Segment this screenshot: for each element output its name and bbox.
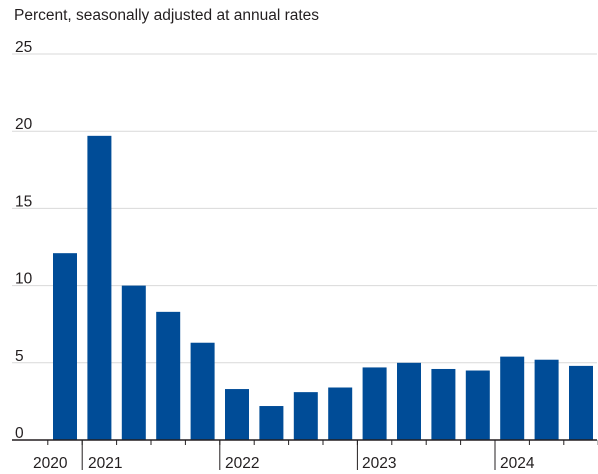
bar — [500, 356, 525, 440]
x-tick-label: 2023 — [362, 455, 396, 472]
y-tick-label: 0 — [15, 425, 24, 442]
bar — [87, 135, 112, 440]
bar — [121, 285, 146, 440]
bar — [397, 362, 421, 440]
bar — [190, 342, 215, 440]
x-tick-label: 2021 — [88, 455, 122, 472]
bar — [362, 367, 387, 440]
y-tick-label: 15 — [15, 193, 32, 210]
bar — [431, 368, 456, 440]
bar — [328, 387, 353, 440]
bar — [569, 365, 593, 440]
x-axis: 2020 2021 2022 2023 2024 — [12, 439, 598, 472]
bar — [534, 359, 559, 440]
bars — [53, 135, 593, 440]
x-tick-label: 2020 — [33, 455, 68, 472]
y-tick-label: 10 — [15, 271, 33, 288]
y-tick-label: 25 — [15, 39, 32, 56]
bar — [225, 389, 249, 440]
bar — [259, 406, 284, 440]
bar — [465, 370, 490, 440]
x-tick-label: 2022 — [225, 455, 259, 472]
x-tick-label: 2024 — [500, 455, 535, 472]
y-tick-label: 5 — [15, 348, 24, 365]
gridlines — [12, 53, 597, 364]
bar — [156, 311, 181, 440]
y-tick-label: 20 — [15, 116, 33, 133]
bar — [53, 253, 77, 440]
bar — [293, 392, 318, 440]
y-axis-tick-labels: 0 5 10 15 20 25 — [15, 39, 33, 442]
chart-title: Percent, seasonally adjusted at annual r… — [14, 7, 320, 24]
